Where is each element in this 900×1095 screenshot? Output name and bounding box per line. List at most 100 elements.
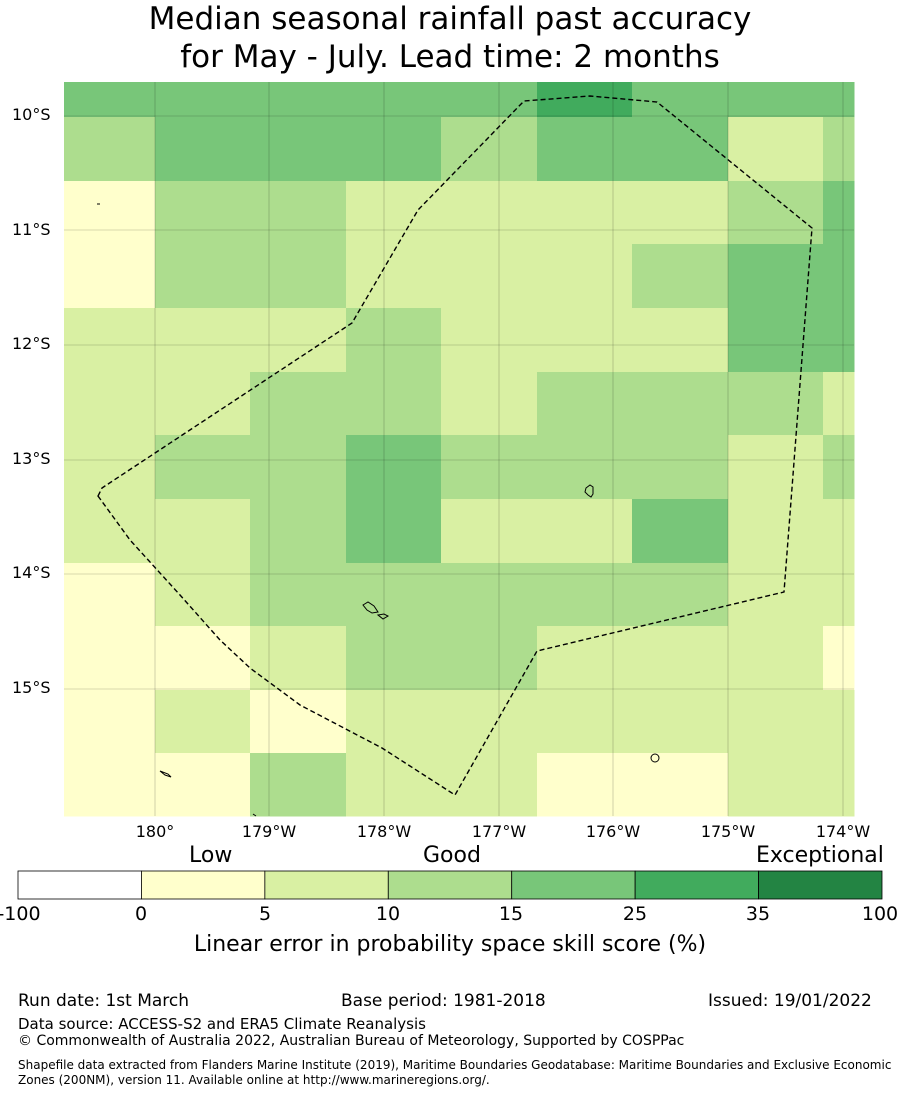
grid-cell [64, 244, 156, 309]
grid-cell [823, 181, 855, 245]
grid-cell [728, 117, 824, 182]
grid-cell [537, 435, 633, 500]
island-west [159, 770, 172, 778]
run-date: Run date: 1st March [18, 991, 190, 1011]
grid-cell [441, 626, 538, 691]
grid-cell [823, 753, 855, 817]
grid-cell [64, 626, 156, 691]
islands [97, 203, 660, 817]
grid-cell [346, 181, 442, 245]
grid-cell [632, 435, 729, 500]
grid-cell [537, 181, 633, 245]
colorbar-segment [17, 870, 142, 900]
grid-cell [728, 308, 824, 373]
grid-cell [155, 753, 251, 817]
grid-cell [346, 82, 442, 118]
grid-cell [537, 372, 633, 436]
grid-cell [537, 753, 633, 817]
grid-cell [155, 82, 251, 118]
grid-cell [537, 308, 633, 373]
colorbar-segment [264, 870, 389, 900]
colorbar [17, 870, 883, 900]
colorbar-tick-label: 15 [498, 903, 524, 925]
data-source: Data source: ACCESS-S2 and ERA5 Climate … [18, 1015, 426, 1033]
colorbar-segment [758, 870, 883, 900]
grid-cell [250, 244, 347, 309]
grid-cell [346, 690, 442, 754]
grid-cell [346, 499, 442, 564]
grid-cell [250, 372, 347, 436]
grid-cell [250, 690, 347, 754]
grid-cell [728, 753, 824, 817]
grid-cell [632, 308, 729, 373]
lon-label-176w: 176°W [585, 822, 641, 841]
colorbar-tick-label: 35 [745, 903, 771, 925]
colorbar-title: Linear error in probability space skill … [193, 932, 707, 957]
grid-cell [250, 308, 347, 373]
island-rose [650, 753, 660, 763]
grid-cell [155, 626, 251, 691]
grid-cell [823, 563, 855, 627]
grid-cell [728, 626, 824, 691]
colorbar-tick-label: 100 [861, 903, 899, 925]
grid-cell [823, 117, 855, 182]
grid-cell [632, 690, 729, 754]
lon-label-178w: 178°W [356, 822, 412, 841]
grid-cell [64, 499, 156, 564]
grid-cell [537, 244, 633, 309]
lon-label-175w: 175°W [700, 822, 756, 841]
grid-cell [64, 563, 156, 627]
category-low: Low [189, 843, 233, 868]
grid-cell [250, 753, 347, 817]
grid-cell [155, 499, 251, 564]
grid-cell [537, 82, 633, 118]
grid-cell [728, 82, 824, 118]
grid-cell [632, 626, 729, 691]
grid-cell [346, 117, 442, 182]
grid-cell [537, 499, 633, 564]
grid-cell [441, 181, 538, 245]
grid-cell [250, 435, 347, 500]
grid-cell [346, 244, 442, 309]
grid-cell [155, 117, 251, 182]
grid-cell [823, 82, 855, 118]
skill-grid [64, 82, 855, 817]
grid-cell [632, 372, 729, 436]
grid-cell [250, 82, 347, 118]
grid-cell [441, 308, 538, 373]
grid-cell [632, 244, 729, 309]
grid-cell [441, 82, 538, 118]
colorbar-segment [387, 870, 513, 900]
grid-cell [823, 308, 855, 373]
grid-cell [64, 372, 156, 436]
issued-date: Issued: 19/01/2022 [708, 991, 872, 1011]
grid-cell [632, 563, 729, 627]
grid-cell [346, 372, 442, 436]
grid-cell [537, 563, 633, 627]
grid-cell [155, 690, 251, 754]
grid-cell [632, 117, 729, 182]
island-tiny-2 [252, 813, 257, 817]
colorbar-segment [511, 870, 636, 900]
colorbar-tick-label: 25 [622, 903, 648, 925]
grid-cell [441, 753, 538, 817]
grid-cell [250, 117, 347, 182]
grid-cell [537, 690, 633, 754]
colorbar-tick-label: 10 [375, 903, 401, 925]
grid-cell [64, 82, 156, 118]
lat-label-13s: 13°S [12, 449, 51, 468]
colorbar-tick-label: 0 [134, 903, 148, 925]
grid-cell [346, 563, 442, 627]
grid-cell [441, 117, 538, 182]
grid-cell [64, 117, 156, 182]
grid-cell [823, 372, 855, 436]
colorbar-segment [634, 870, 759, 900]
grid-cell [537, 626, 633, 691]
grid-cell [632, 181, 729, 245]
lat-label-15s: 15°S [12, 678, 51, 697]
grid-cell [155, 372, 251, 436]
grid-cell [823, 690, 855, 754]
grid-cell [823, 626, 855, 691]
colorbar-segment [141, 870, 266, 900]
grid-cell [346, 435, 442, 500]
